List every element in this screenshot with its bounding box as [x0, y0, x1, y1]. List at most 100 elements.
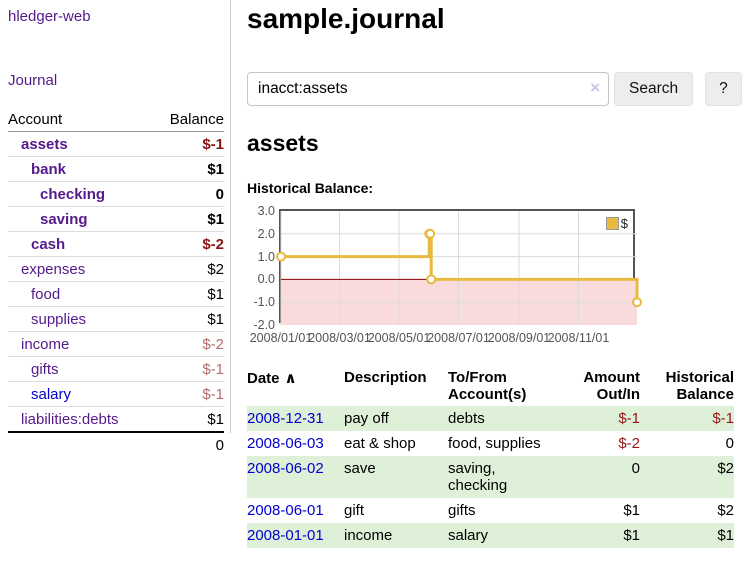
- chart-plot-area[interactable]: $: [276, 209, 642, 325]
- account-link[interactable]: supplies: [31, 311, 87, 328]
- accounts-total-value: 0: [215, 437, 224, 454]
- transaction-description: income: [344, 527, 393, 544]
- transaction-accounts: food, supplies: [448, 435, 541, 452]
- transaction-balance: $2: [717, 502, 734, 519]
- data-point-marker: [425, 228, 436, 239]
- x-axis-tick-label: 2008/11/01: [547, 331, 610, 345]
- date-column-header[interactable]: Date ∧: [247, 370, 297, 387]
- transaction-accounts: gifts: [448, 502, 476, 519]
- main-content: sample.journal × Search ? assets Histori…: [231, 0, 742, 548]
- app-title-link[interactable]: hledger-web: [8, 8, 91, 25]
- account-row: liabilities:debts $1: [8, 407, 224, 432]
- data-point-marker: [276, 251, 286, 262]
- search-button[interactable]: Search: [614, 72, 694, 106]
- account-balance: $-1: [202, 136, 224, 153]
- x-axis-tick-label: 2008/09/01: [487, 331, 551, 345]
- account-row: expenses $2: [8, 257, 224, 282]
- account-balance: 0: [215, 186, 224, 203]
- y-axis-tick-label: 1.0: [257, 249, 275, 264]
- account-balance: $-2: [202, 336, 224, 353]
- register-row: 2008-06-01 gift gifts $1 $2: [247, 498, 734, 523]
- account-balance: $1: [207, 286, 224, 303]
- account-link[interactable]: assets: [21, 136, 68, 153]
- transaction-amount: $1: [623, 527, 640, 544]
- sort-asc-icon: ∧: [284, 370, 297, 387]
- clear-search-icon[interactable]: ×: [590, 78, 600, 97]
- description-column-header: Description: [344, 369, 427, 386]
- account-column-header: Account: [8, 107, 153, 132]
- accounts-total-row: 0: [8, 432, 224, 458]
- register-table: Date ∧ Description To/From Account(s) Amo…: [247, 366, 734, 548]
- transaction-balance: $1: [717, 527, 734, 544]
- data-point-marker: [426, 274, 437, 285]
- transaction-amount: $-2: [618, 435, 640, 452]
- amount-column-header: Amount Out/In: [583, 369, 640, 403]
- register-row: 2008-01-01 income salary $1 $1: [247, 523, 734, 548]
- y-axis-tick-label: 3.0: [257, 204, 275, 218]
- account-link[interactable]: bank: [31, 161, 67, 178]
- transaction-description: pay off: [344, 410, 389, 427]
- page-title: sample.journal: [247, 3, 445, 34]
- account-link[interactable]: checking: [40, 186, 106, 203]
- search-input-wrap: ×: [247, 72, 609, 106]
- accounts-column-header: To/From Account(s): [448, 369, 527, 403]
- account-balance: $1: [207, 311, 224, 328]
- transaction-date-link[interactable]: 2008-12-31: [247, 410, 324, 427]
- register-row: 2008-12-31 pay off debts $-1 $-1: [247, 406, 734, 431]
- y-axis-tick-label: -1.0: [253, 295, 275, 310]
- register-header-row: Date ∧ Description To/From Account(s) Amo…: [247, 366, 734, 406]
- transaction-date-link[interactable]: 2008-06-01: [247, 502, 324, 519]
- account-row: checking 0: [8, 182, 224, 207]
- register-row: 2008-06-02 save saving, checking 0 $2: [247, 456, 734, 498]
- account-row: income $-2: [8, 332, 224, 357]
- account-link[interactable]: saving: [40, 211, 88, 228]
- account-link[interactable]: income: [21, 336, 70, 353]
- account-heading: assets: [247, 130, 319, 156]
- balance-column-header-register: Historical Balance: [665, 369, 734, 403]
- journal-link[interactable]: Journal: [8, 72, 58, 89]
- x-axis-tick-label: 2008/07/01: [427, 331, 490, 345]
- account-link[interactable]: salary: [31, 386, 72, 403]
- y-axis-tick-label: 0.0: [257, 272, 275, 287]
- transaction-date-link[interactable]: 2008-06-03: [247, 435, 324, 452]
- help-button[interactable]: ?: [705, 72, 742, 106]
- balance-chart: 3.0 2.0 1.0 0.0 -1.0 -2.0 $ 2008/01/01 2008/03…: [247, 205, 742, 345]
- balance-line-svg: [276, 211, 642, 325]
- accounts-table: Account Balance assets $-1 bank $1 check…: [8, 107, 224, 458]
- account-link[interactable]: cash: [31, 236, 66, 253]
- data-point-marker: [632, 297, 642, 308]
- transaction-date-link[interactable]: 2008-06-02: [247, 460, 324, 477]
- page-root: hledger-web Journal Account Balance asse…: [0, 0, 742, 548]
- account-balance: $2: [207, 261, 224, 278]
- account-row: salary $-1: [8, 382, 224, 407]
- y-axis-tick-label: 2.0: [257, 226, 275, 241]
- transaction-date-link[interactable]: 2008-01-01: [247, 527, 324, 544]
- legend-label: $: [620, 216, 628, 231]
- account-balance: $1: [207, 411, 224, 428]
- account-link[interactable]: liabilities:debts: [21, 411, 119, 428]
- transaction-description: eat & shop: [344, 435, 416, 452]
- account-link[interactable]: expenses: [21, 261, 86, 278]
- search-form: × Search ?: [247, 72, 742, 106]
- transaction-description: gift: [344, 502, 365, 519]
- transaction-accounts: debts: [448, 410, 485, 427]
- account-balance: $1: [207, 161, 224, 178]
- account-link[interactable]: gifts: [31, 361, 59, 378]
- x-axis-tick-label: 2008/05/01: [367, 331, 431, 345]
- account-balance: $-1: [202, 386, 224, 403]
- transaction-amount: $-1: [618, 410, 640, 427]
- chart-title: Historical Balance:: [247, 180, 374, 196]
- account-row: saving $1: [8, 207, 224, 232]
- transaction-accounts: salary: [448, 527, 489, 544]
- account-balance: $1: [207, 211, 224, 228]
- search-input[interactable]: [247, 72, 609, 106]
- sidebar: hledger-web Journal Account Balance asse…: [0, 0, 231, 454]
- register-row: 2008-06-03 eat & shop food, supplies $-2…: [247, 431, 734, 456]
- account-balance: $-1: [202, 361, 224, 378]
- transaction-balance: $-1: [712, 410, 734, 427]
- y-axis-tick-label: -2.0: [253, 318, 275, 332]
- account-link[interactable]: food: [31, 286, 61, 303]
- account-row: food $1: [8, 282, 224, 307]
- transaction-description: save: [344, 460, 376, 477]
- transaction-amount: 0: [631, 460, 640, 477]
